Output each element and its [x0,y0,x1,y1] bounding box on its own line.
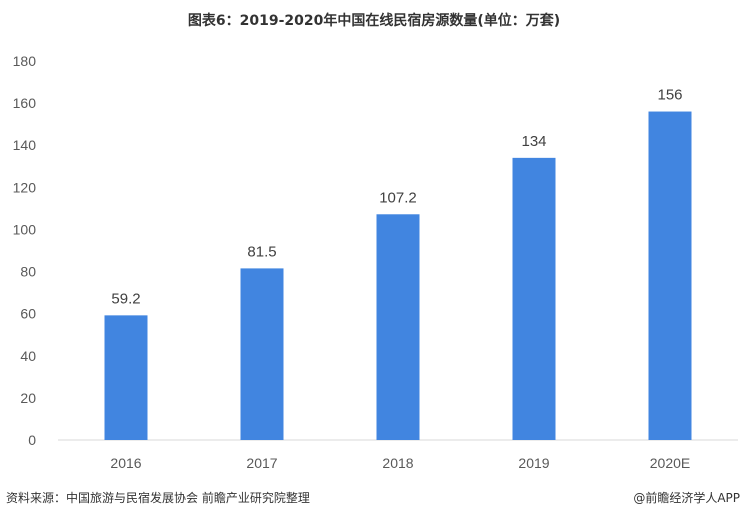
data-label-2018: 107.2 [379,189,417,206]
bar-2019 [512,157,556,440]
y-tick-label: 160 [13,95,37,111]
data-label-2016: 59.2 [111,290,140,307]
data-label-2017: 81.5 [247,243,276,260]
x-tick-label-2019: 2019 [518,455,549,471]
bar-2016 [104,315,148,440]
x-tick-label-2020E: 2020E [650,455,690,471]
y-tick-label: 0 [28,432,36,448]
y-tick-label: 80 [20,264,36,280]
credit-note: @前瞻经济学人APP [633,491,740,505]
x-tick-label-2018: 2018 [382,455,413,471]
y-tick-label: 180 [13,53,37,69]
bar-2020E [648,111,692,441]
y-tick-label: 40 [20,348,36,364]
bar-2018 [376,214,420,440]
x-tick-label-2016: 2016 [110,455,141,471]
source-note: 资料来源：中国旅游与民宿发展协会 前瞻产业研究院整理 [6,491,310,505]
y-tick-label: 100 [13,221,37,237]
bar-2017 [240,268,284,440]
y-tick-label: 60 [20,306,36,322]
x-axis: 2016 2017 2018 2019 2020E [110,455,690,471]
data-label-2019: 134 [521,133,546,150]
bars: 59.2 81.5 107.2 134 156 [104,87,692,441]
y-tick-label: 120 [13,179,37,195]
y-axis: 0 20 40 60 80 100 120 140 160 180 [13,53,37,448]
y-tick-label: 20 [20,390,36,406]
x-tick-label-2017: 2017 [246,455,277,471]
y-tick-label: 140 [13,137,37,153]
data-label-2020E: 156 [657,87,682,104]
bar-chart: 0 20 40 60 80 100 120 140 160 180 59.2 81.5 107.2 13… [13,53,738,471]
chart-title: 图表6：2019-2020年中国在线民宿房源数量(单位：万套) [187,13,561,29]
